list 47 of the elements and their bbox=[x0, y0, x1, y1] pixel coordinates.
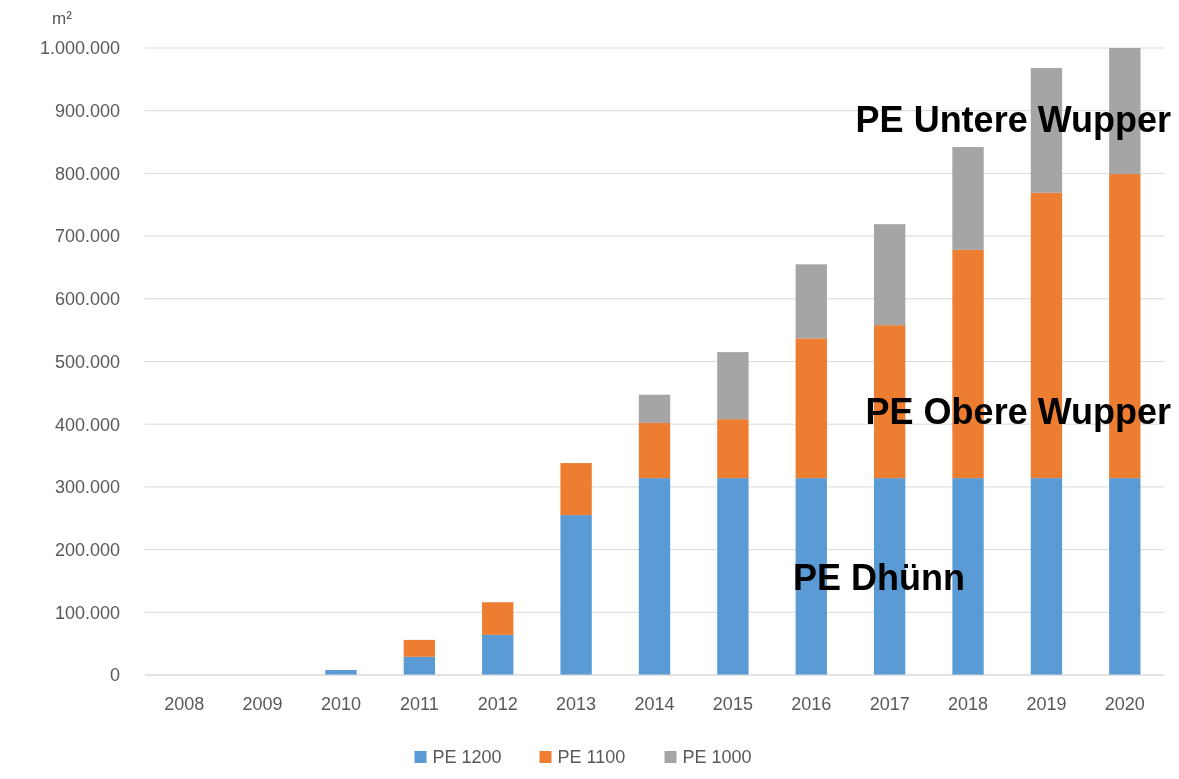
legend-label: PE 1000 bbox=[682, 747, 752, 768]
bar bbox=[795, 338, 827, 479]
x-tick-label: 2008 bbox=[164, 694, 205, 714]
bar bbox=[482, 602, 514, 635]
x-tick-label: 2010 bbox=[320, 694, 361, 714]
bar bbox=[482, 634, 514, 675]
x-tick-label: 2009 bbox=[242, 694, 283, 714]
x-tick-label: 2013 bbox=[556, 694, 597, 714]
y-tick-label: 0 bbox=[109, 665, 120, 686]
x-tick-label: 2011 bbox=[399, 694, 439, 714]
y-tick-label: 500.000 bbox=[54, 351, 120, 372]
y-tick-label: 900.000 bbox=[54, 101, 120, 121]
y-tick-label: 800.000 bbox=[54, 163, 120, 184]
y-axis-title: m² bbox=[52, 9, 73, 28]
y-tick-label: 300.000 bbox=[54, 477, 120, 498]
x-tick-label: 2017 bbox=[869, 694, 910, 714]
bar bbox=[403, 656, 436, 675]
legend-label: PE 1200 bbox=[432, 747, 502, 768]
x-tick-label: 2014 bbox=[634, 694, 675, 714]
bar bbox=[403, 639, 436, 657]
bar bbox=[795, 264, 827, 339]
x-tick-label: 2019 bbox=[1026, 694, 1067, 714]
y-tick-label: 100.000 bbox=[54, 602, 120, 623]
bar bbox=[1030, 478, 1063, 675]
x-tick-label: 2018 bbox=[948, 694, 989, 714]
bar bbox=[638, 394, 671, 423]
x-tick-label: 2015 bbox=[712, 694, 753, 714]
x-tick-label: 2012 bbox=[477, 694, 518, 714]
y-tick-label: 1.000.000 bbox=[39, 38, 120, 59]
y-tick-label: 600.000 bbox=[54, 289, 120, 310]
bar bbox=[873, 224, 906, 326]
x-tick-label: 2016 bbox=[791, 694, 832, 714]
bar bbox=[560, 515, 592, 675]
bar bbox=[717, 419, 749, 479]
annotation: PE Untere Wupper bbox=[855, 99, 1171, 140]
y-tick-label: 700.000 bbox=[54, 226, 120, 247]
bar bbox=[560, 463, 592, 516]
bar bbox=[717, 478, 749, 675]
legend-label: PE 1100 bbox=[557, 747, 626, 768]
bar bbox=[1109, 478, 1141, 675]
bar bbox=[952, 147, 984, 250]
bar bbox=[638, 422, 671, 479]
y-tick-label: 400.000 bbox=[54, 414, 120, 435]
y-tick-label: 200.000 bbox=[54, 539, 120, 560]
x-tick-label: 2020 bbox=[1104, 694, 1145, 714]
bar bbox=[717, 352, 749, 420]
bar bbox=[638, 478, 671, 675]
